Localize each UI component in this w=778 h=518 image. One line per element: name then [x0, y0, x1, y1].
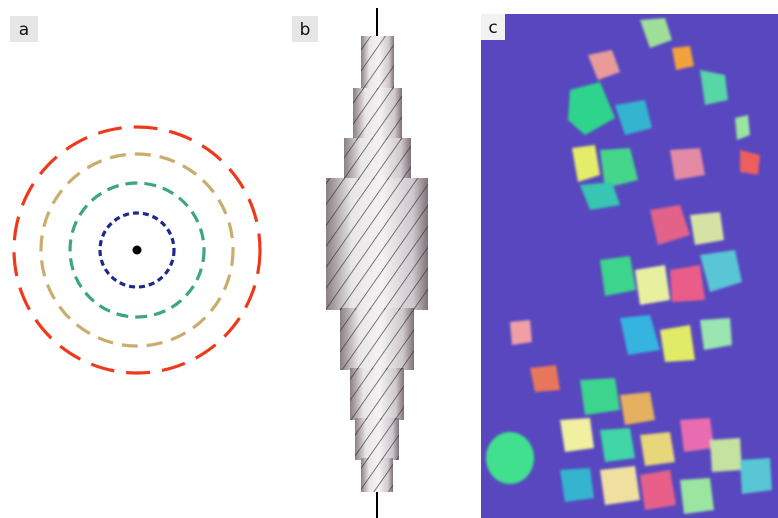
panel-c: c: [481, 14, 778, 518]
panel-b: b: [292, 8, 428, 518]
center-dot: [133, 246, 142, 255]
cylinder-stack: [326, 36, 428, 492]
panel-label: b: [300, 20, 311, 40]
figure: a b: [0, 0, 778, 518]
panel-label: a: [19, 20, 29, 40]
panel-label: c: [488, 18, 497, 38]
stripes: [326, 36, 428, 492]
panel-a: a: [10, 16, 260, 373]
